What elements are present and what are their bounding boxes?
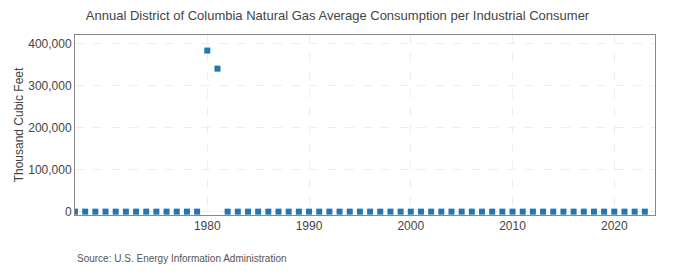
svg-text:400,000: 400,000	[28, 37, 72, 51]
svg-text:1990: 1990	[296, 219, 323, 233]
svg-text:2010: 2010	[499, 219, 526, 233]
svg-text:2000: 2000	[397, 219, 424, 233]
svg-text:1980: 1980	[194, 219, 221, 233]
svg-text:100,000: 100,000	[28, 163, 72, 177]
svg-text:200,000: 200,000	[28, 121, 72, 135]
svg-text:Thousand Cubic Feet: Thousand Cubic Feet	[12, 67, 26, 182]
svg-text:0: 0	[65, 205, 72, 219]
svg-text:300,000: 300,000	[28, 79, 72, 93]
svg-text:Source: U.S. Energy Informatio: Source: U.S. Energy Information Administ…	[77, 253, 287, 264]
svg-text:2020: 2020	[601, 219, 628, 233]
svg-text:Annual District of Columbia Na: Annual District of Columbia Natural Gas …	[86, 8, 590, 23]
